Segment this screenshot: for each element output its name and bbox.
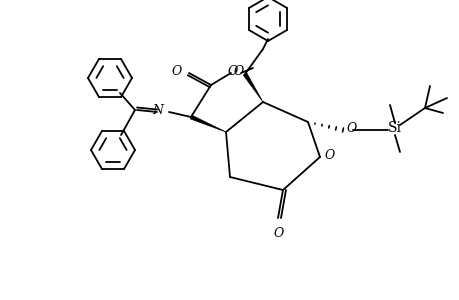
Polygon shape: [190, 115, 225, 132]
Text: O: O: [227, 64, 237, 77]
Text: Si: Si: [387, 121, 401, 135]
Text: O: O: [273, 227, 284, 240]
Text: O: O: [346, 122, 357, 134]
Text: O: O: [171, 64, 182, 77]
Polygon shape: [243, 73, 263, 102]
Text: O: O: [325, 148, 335, 161]
Text: O: O: [234, 64, 244, 77]
Text: N: N: [151, 103, 162, 116]
